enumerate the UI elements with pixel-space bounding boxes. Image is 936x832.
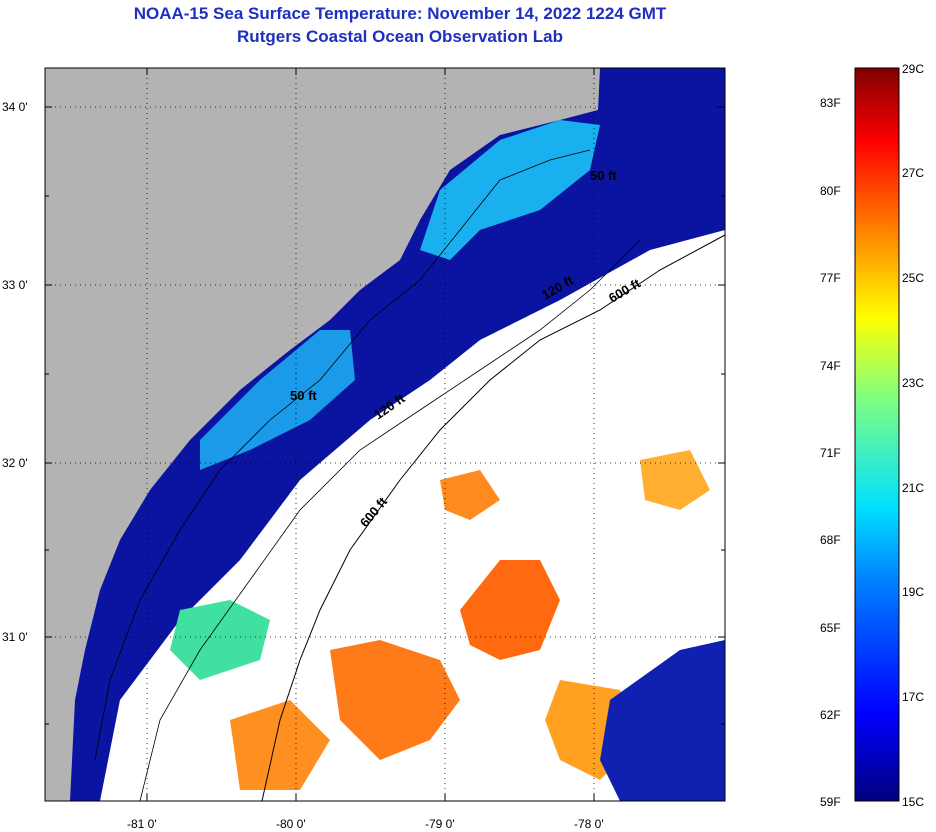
cb-c-17: 17C (902, 690, 924, 704)
cb-f-59: 59F (820, 795, 841, 809)
cb-c-29: 29C (902, 62, 924, 76)
cb-c-27: 27C (902, 166, 924, 180)
warm-eddy-4 (440, 470, 500, 520)
lon-label-79: -79 0' (425, 817, 455, 831)
lat-label-33: 33 0' (2, 278, 28, 292)
cb-c-19: 19C (902, 585, 924, 599)
contour-label-50ft-north: 50 ft (590, 168, 617, 183)
green-warm-patch (170, 600, 270, 680)
cb-c-21: 21C (902, 481, 924, 495)
contour-label-50ft-south: 50 ft (290, 388, 317, 403)
colorbar-fahrenheit-labels: 83F 80F 77F 74F 71F 68F 65F 62F 59F (820, 96, 841, 809)
warm-eddy-5 (640, 450, 710, 510)
map-plot-area: 50 ft 50 ft 120 ft 600 ft 120 ft 600 ft (45, 68, 725, 801)
coastal-plume-cyan (420, 120, 600, 260)
lat-label-32: 32 0' (2, 456, 28, 470)
colorbar-celsius-labels: 29C 27C 25C 23C 21C 19C 17C 15C (902, 62, 924, 809)
cb-c-25: 25C (902, 271, 924, 285)
lat-label-31: 31 0' (2, 630, 28, 644)
coastal-plume-cyan-south (200, 330, 355, 470)
lat-label-34: 34 0' (2, 100, 28, 114)
lon-label-80: -80 0' (276, 817, 306, 831)
lon-label-78: -78 0' (574, 817, 604, 831)
cb-f-80: 80F (820, 184, 841, 198)
isobath-120ft (139, 239, 641, 801)
cb-f-62: 62F (820, 708, 841, 722)
lon-label-81: -81 0' (127, 817, 157, 831)
plot-frame (44, 67, 726, 802)
isobath-600ft (261, 234, 725, 801)
cb-f-71: 71F (820, 446, 841, 460)
cb-f-65: 65F (820, 621, 841, 635)
cb-c-23: 23C (902, 376, 924, 390)
isobath-50ft (94, 149, 591, 761)
cb-f-83: 83F (820, 96, 841, 110)
map-title: NOAA-15 Sea Surface Temperature: Novembe… (133, 4, 667, 23)
cb-f-74: 74F (820, 359, 841, 373)
grid-lines (45, 68, 725, 801)
warm-eddy-1 (460, 560, 560, 660)
cb-f-68: 68F (820, 533, 841, 547)
land-mass (45, 68, 600, 801)
map-subtitle: Rutgers Coastal Ocean Observation Lab (237, 27, 563, 46)
warm-eddy-6 (230, 700, 330, 790)
warm-eddy-2 (330, 640, 460, 760)
cb-c-15: 15C (902, 795, 924, 809)
cold-offshore-patch (600, 640, 725, 801)
cb-f-77: 77F (820, 271, 841, 285)
colorbar (854, 67, 900, 802)
axis-ticks (45, 68, 725, 801)
